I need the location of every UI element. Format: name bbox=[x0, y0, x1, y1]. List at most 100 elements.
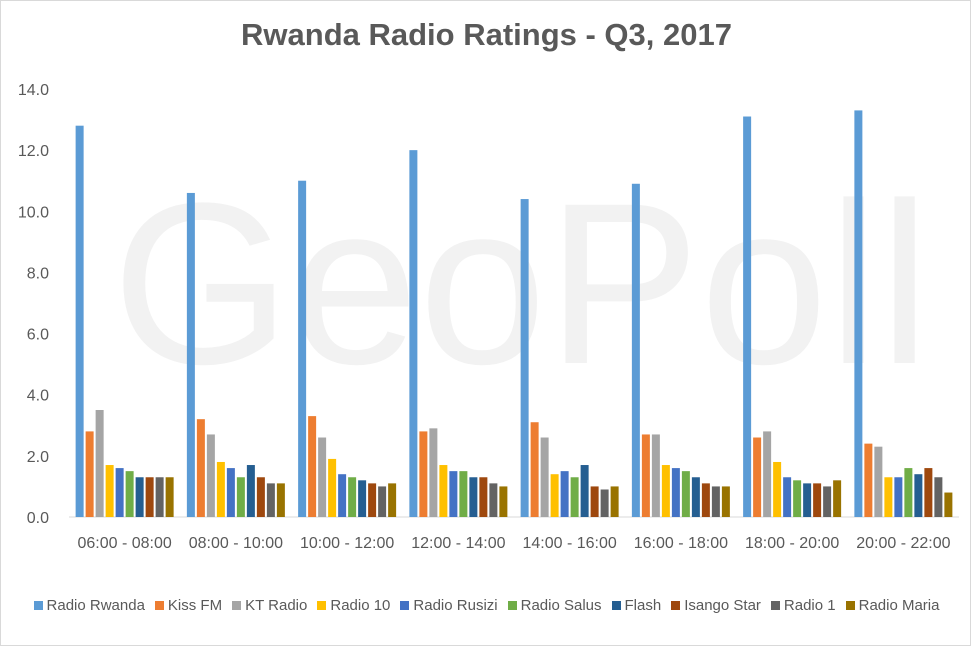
bar-radio-rusizi bbox=[783, 477, 792, 517]
legend-swatch bbox=[154, 600, 164, 610]
bar-kt-radio bbox=[540, 437, 549, 517]
bar-kt-radio bbox=[763, 431, 772, 517]
bar-radio-maria bbox=[610, 486, 619, 517]
bar-radio-1 bbox=[823, 486, 832, 517]
legend-swatch bbox=[770, 600, 780, 610]
bar-radio-salus bbox=[459, 471, 468, 517]
bar-flash bbox=[358, 480, 367, 517]
bar-isango-star bbox=[924, 468, 933, 517]
bar-kiss-fm bbox=[530, 422, 539, 517]
legend-item: Radio 1 bbox=[770, 596, 836, 614]
legend-swatch bbox=[232, 600, 242, 610]
bar-flash bbox=[691, 477, 700, 517]
x-tick-label: 20:00 - 22:00 bbox=[856, 535, 950, 552]
y-tick-label: 12.0 bbox=[18, 143, 49, 160]
bar-isango-star bbox=[368, 483, 377, 517]
bar-radio-10 bbox=[105, 465, 114, 517]
bar-kiss-fm bbox=[196, 419, 205, 517]
bar-radio-salus bbox=[236, 477, 245, 517]
bar-isango-star bbox=[145, 477, 154, 517]
legend: Radio Rwanda Kiss FM KT Radio Radio 10 Radio… bbox=[1, 591, 971, 619]
bar-radio-rusizi bbox=[226, 468, 235, 517]
bar-flash bbox=[469, 477, 478, 517]
bar-radio-1 bbox=[266, 483, 275, 517]
bar-radio-rwanda bbox=[743, 116, 752, 517]
legend-item: Radio Rusizi bbox=[400, 596, 498, 614]
bar-isango-star bbox=[701, 483, 710, 517]
bar-radio-salus bbox=[793, 480, 802, 517]
bar-radio-1 bbox=[934, 477, 943, 517]
chart-title: Rwanda Radio Ratings - Q3, 2017 bbox=[241, 17, 732, 52]
bar-radio-salus bbox=[681, 471, 690, 517]
bar-kiss-fm bbox=[864, 443, 873, 517]
bar-radio-salus bbox=[904, 468, 913, 517]
bar-radio-salus bbox=[348, 477, 357, 517]
legend-label: Radio Maria bbox=[858, 596, 940, 614]
bar-radio-1 bbox=[489, 483, 498, 517]
bar-kiss-fm bbox=[308, 416, 317, 517]
legend-swatch bbox=[671, 600, 681, 610]
legend-label: Isango Star bbox=[684, 596, 761, 614]
y-tick-label: 0.0 bbox=[27, 510, 49, 527]
bar-radio-maria bbox=[833, 480, 842, 517]
x-tick-label: 06:00 - 08:00 bbox=[77, 535, 171, 552]
legend-swatch bbox=[611, 600, 621, 610]
legend-label: Radio Rwanda bbox=[46, 596, 145, 614]
bar-radio-10 bbox=[884, 477, 893, 517]
bar-radio-rwanda bbox=[298, 180, 307, 517]
bar-radio-10 bbox=[773, 461, 782, 517]
legend-item: Flash bbox=[611, 597, 661, 614]
bar-flash bbox=[803, 483, 812, 517]
bar-flash bbox=[580, 465, 589, 517]
bar-isango-star bbox=[813, 483, 822, 517]
legend-label: Radio Rusizi bbox=[413, 596, 498, 614]
bar-isango-star bbox=[256, 477, 265, 517]
x-tick-label: 12:00 - 14:00 bbox=[411, 535, 505, 552]
bar-radio-1 bbox=[155, 477, 164, 517]
bar-isango-star bbox=[590, 486, 599, 517]
legend-item: Radio Rwanda bbox=[33, 596, 145, 614]
legend-label: Kiss FM bbox=[167, 596, 223, 614]
legend-item: Radio Salus bbox=[507, 596, 602, 614]
legend-item: Radio 10 bbox=[317, 597, 390, 614]
bar-radio-10 bbox=[216, 461, 225, 517]
y-tick-label: 4.0 bbox=[27, 388, 49, 405]
bar-radio-salus bbox=[125, 471, 134, 517]
y-tick-label: 14.0 bbox=[18, 82, 49, 99]
bar-radio-10 bbox=[661, 465, 670, 517]
bar-kt-radio bbox=[429, 428, 438, 517]
legend-label: Radio 1 bbox=[783, 596, 836, 614]
bar-radio-10 bbox=[550, 474, 559, 517]
bar-flash bbox=[135, 477, 144, 517]
y-tick-label: 10.0 bbox=[18, 204, 49, 221]
legend-swatch bbox=[317, 600, 327, 610]
legend-swatch bbox=[507, 600, 517, 610]
bar-radio-1 bbox=[378, 486, 387, 517]
x-tick-label: 18:00 - 20:00 bbox=[745, 535, 839, 552]
legend-label: Radio Salus bbox=[520, 596, 602, 614]
bar-kiss-fm bbox=[419, 431, 428, 517]
bar-radio-rwanda bbox=[75, 125, 84, 517]
legend-item: Kiss FM bbox=[154, 596, 223, 614]
bar-kt-radio bbox=[651, 434, 660, 517]
bar-radio-rusizi bbox=[115, 468, 124, 517]
bar-radio-maria bbox=[721, 486, 730, 517]
bar-radio-10 bbox=[328, 458, 337, 517]
bar-radio-rwanda bbox=[631, 183, 640, 517]
bar-radio-rusizi bbox=[560, 471, 569, 517]
legend-label: KT Radio bbox=[245, 596, 308, 614]
bar-radio-rwanda bbox=[520, 199, 529, 518]
bar-radio-rwanda bbox=[854, 110, 863, 518]
bar-isango-star bbox=[479, 477, 488, 517]
legend-item: Isango Star bbox=[671, 597, 761, 614]
bar-radio-maria bbox=[165, 477, 174, 517]
legend-swatch bbox=[845, 600, 855, 610]
legend-label: Radio 10 bbox=[330, 596, 391, 614]
bar-radio-rwanda bbox=[186, 192, 195, 517]
bar-radio-maria bbox=[276, 483, 285, 517]
x-tick-label: 10:00 - 12:00 bbox=[300, 535, 394, 552]
legend-item: KT Radio bbox=[232, 597, 307, 614]
y-tick-label: 8.0 bbox=[27, 265, 49, 282]
bar-kt-radio bbox=[95, 410, 104, 517]
